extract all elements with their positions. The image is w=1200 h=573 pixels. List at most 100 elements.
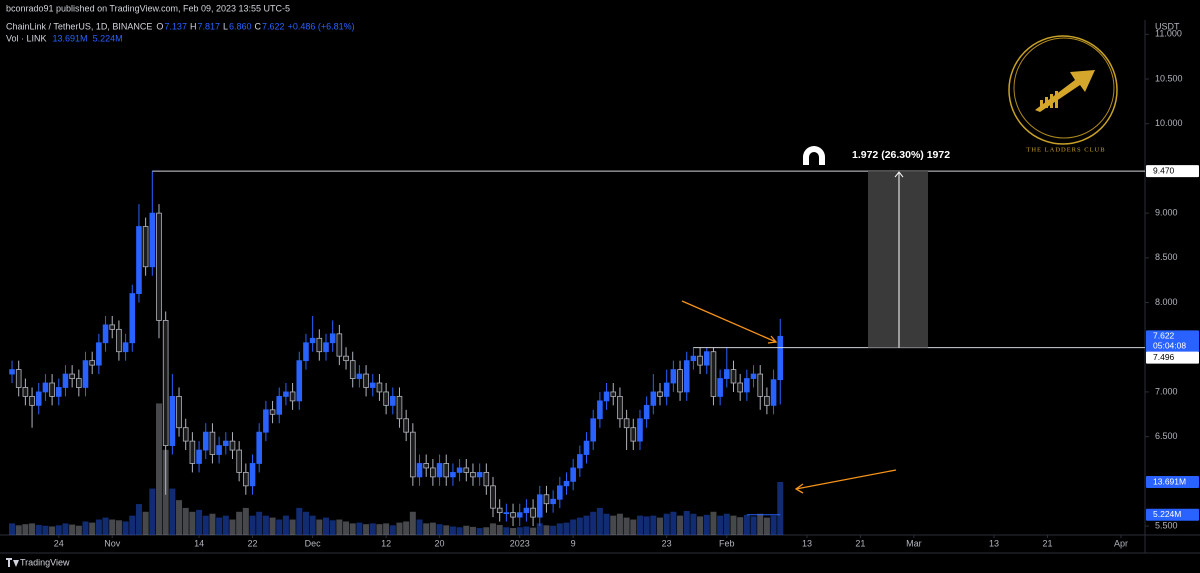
candle-body — [523, 507, 530, 514]
ohlc-value: 7.817 — [197, 21, 220, 31]
volume-bar — [576, 517, 583, 535]
volume-bar — [516, 527, 523, 535]
arrow — [681, 300, 777, 343]
volume-bar — [169, 488, 176, 535]
volume-bar — [550, 525, 557, 535]
volume-bar — [409, 511, 416, 535]
volume-bar — [443, 525, 450, 535]
volume-bar — [456, 527, 463, 535]
x-tick-label: Apr — [1114, 538, 1128, 548]
arrow-head — [794, 483, 804, 494]
volume-bar — [777, 482, 784, 535]
volume-bar — [349, 523, 356, 535]
candle-body — [563, 480, 570, 487]
candle-body — [229, 440, 236, 451]
ohlc-value: 7.622 — [262, 21, 285, 31]
candle-body — [543, 494, 550, 505]
candle-body — [189, 440, 196, 464]
x-tick-label: 24 — [54, 538, 64, 548]
candle-body — [630, 427, 637, 442]
volume-bar — [657, 517, 664, 535]
volume-bar — [222, 515, 229, 535]
candle-body — [256, 431, 262, 464]
candle-body — [349, 360, 356, 379]
last-price-tag: 7.622 — [1153, 331, 1175, 341]
volume-bar — [262, 515, 269, 535]
y-tick-label: 9.000 — [1155, 208, 1178, 218]
volume-bar — [369, 523, 376, 535]
volume-bar — [42, 525, 49, 535]
ohlc-key: O — [156, 21, 163, 31]
candle-body — [470, 472, 476, 478]
volume-bar — [590, 511, 597, 535]
volume-bar — [730, 515, 737, 535]
y-tick-label: 8.000 — [1155, 297, 1178, 307]
candle-body — [69, 373, 75, 379]
level-tag: 7.496 — [1153, 352, 1175, 362]
magnet-icon — [803, 146, 825, 165]
candle-body — [42, 382, 49, 393]
candle-body — [436, 463, 443, 478]
candle-body — [309, 337, 316, 344]
volume-bar — [49, 526, 56, 535]
candle-body — [169, 396, 176, 446]
volume-bar — [603, 513, 610, 535]
candle-body — [49, 382, 55, 397]
level-tag-bg — [1146, 165, 1199, 178]
volume-bar — [95, 519, 102, 535]
x-tick-label: Mar — [906, 538, 922, 548]
volume-bar — [770, 515, 777, 535]
volume-bar — [650, 515, 657, 535]
volume-bar — [135, 504, 142, 535]
volume-bar — [670, 511, 677, 535]
level-tag: 9.470 — [1153, 165, 1175, 175]
candle-body — [182, 427, 189, 442]
arrow-head — [767, 335, 778, 344]
volume-bar — [757, 513, 764, 535]
candle-body — [376, 382, 383, 393]
y-tick-label: 8.500 — [1155, 252, 1178, 262]
volume-bar — [15, 525, 22, 535]
volume-bar — [429, 522, 436, 535]
candle-body — [416, 463, 423, 478]
volume-bar — [216, 517, 223, 535]
candle-body — [196, 449, 202, 464]
volume-bar — [583, 515, 590, 535]
logo-bar — [1055, 91, 1058, 108]
volume-ma-value: 5.224M — [93, 33, 123, 43]
volume-tag: 13.691M — [1153, 476, 1186, 486]
y-tick-label: 5.500 — [1155, 520, 1178, 530]
unit-label: USDT — [1155, 21, 1180, 31]
last-price-tag-bg — [1146, 330, 1199, 353]
volume-ma-tag-bg — [1146, 508, 1199, 521]
volume-bar — [610, 515, 617, 535]
candle-body — [516, 512, 523, 518]
volume-bar — [242, 507, 249, 535]
x-tick-label: 2023 — [510, 538, 530, 548]
candle-body — [637, 418, 643, 442]
measure-arrow-head — [894, 171, 904, 178]
volume-bar — [683, 511, 690, 535]
candle-body — [463, 467, 470, 473]
candle-body — [430, 467, 436, 478]
candle-body — [677, 369, 683, 393]
candle-body — [483, 472, 490, 487]
logo-bar — [1045, 97, 1048, 108]
volume-bar — [109, 519, 116, 535]
volume-bar — [563, 522, 570, 535]
volume-tag-bg — [1146, 476, 1199, 489]
volume-bar — [22, 524, 29, 535]
x-tick-label: 13 — [989, 538, 999, 548]
volume-pane — [9, 403, 784, 535]
candle-body — [450, 472, 456, 478]
x-tick-label: 23 — [662, 538, 672, 548]
candle-body — [570, 467, 576, 482]
y-tick-label: 10.000 — [1155, 118, 1183, 128]
volume-bar — [570, 519, 577, 535]
candle-body — [236, 449, 242, 473]
volume-bar — [476, 528, 483, 535]
volume-bar — [149, 488, 156, 535]
candle-body — [456, 467, 463, 473]
volume-bar — [229, 519, 236, 535]
